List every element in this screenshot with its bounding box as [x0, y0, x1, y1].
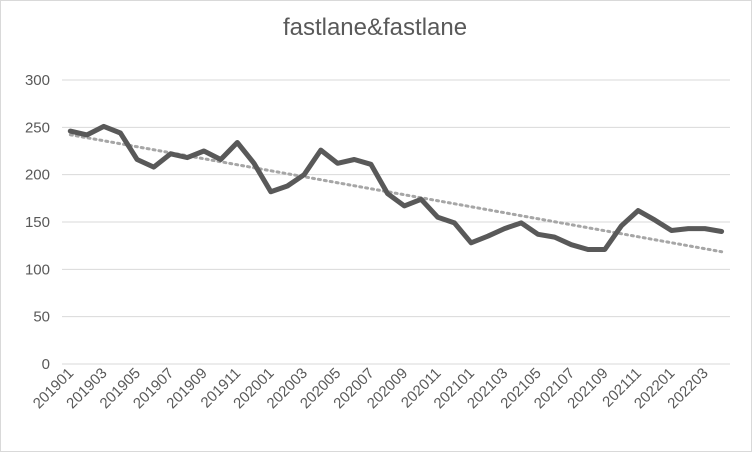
- y-tick-label: 250: [25, 119, 50, 136]
- trendline: [68, 133, 724, 254]
- y-tick-label: 100: [25, 261, 50, 278]
- series-line-0: [67, 123, 725, 252]
- y-tick-label: 0: [42, 356, 50, 373]
- chart-title: fastlane&fastlane: [282, 14, 468, 41]
- y-tick-label: 200: [25, 167, 50, 184]
- y-tick-label: 50: [33, 309, 50, 326]
- y-tick-label: 150: [25, 214, 50, 231]
- y-tick-label: 300: [25, 72, 50, 89]
